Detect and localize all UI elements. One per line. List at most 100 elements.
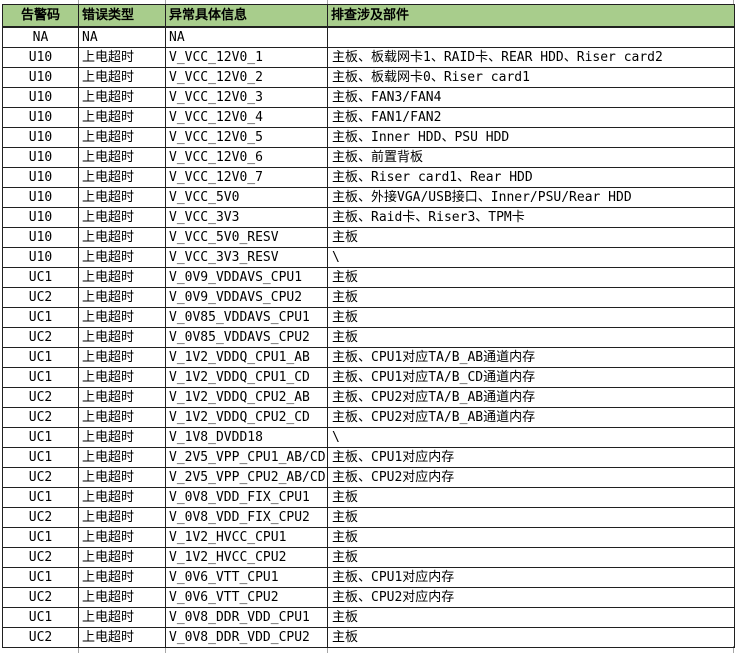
cell <box>327 26 735 48</box>
cell: UC1 <box>2 527 79 548</box>
table-row: U10 上电超时 V_VCC_5V0 主板、外接VGA/USB接口、Inner/PSU… <box>2 187 735 208</box>
cell: V_0V8_DDR_VDD_CPU2 <box>165 627 328 648</box>
cell: V_VCC_3V3_RESV <box>165 247 328 268</box>
cell: V_1V8_DVDD18 <box>165 427 328 448</box>
table-row: UC2 上电超时 V_0V8_VDD_FIX_CPU2 主板 <box>2 507 735 528</box>
cell: UC2 <box>2 327 79 348</box>
cell: 主板、FAN3/FAN4 <box>327 87 735 108</box>
cell: UC1 <box>2 427 79 448</box>
cell: 主板、FAN1/FAN2 <box>327 107 735 128</box>
cell: 主板、CPU1对应内存 <box>327 447 735 468</box>
cell: 主板、前置背板 <box>327 147 735 168</box>
cell: 主板、CPU1对应内存 <box>327 567 735 588</box>
cell: 主板、CPU2对应TA/B_AB通道内存 <box>327 387 735 408</box>
cell: U10 <box>2 127 79 148</box>
cell: 主板、Raid卡、Riser3、TPM卡 <box>327 207 735 228</box>
cell: 上电超时 <box>78 107 166 128</box>
cell: 上电超时 <box>78 167 166 188</box>
cell: UC1 <box>2 367 79 388</box>
cell: V_2V5_VPP_CPU1_AB/CD <box>165 447 328 468</box>
cell: 主板、板载网卡0、Riser card1 <box>327 67 735 88</box>
cell: V_VCC_12V0_7 <box>165 167 328 188</box>
cell: V_0V85_VDDAVS_CPU2 <box>165 327 328 348</box>
table-row: UC2 上电超时 V_1V2_HVCC_CPU2 主板 <box>2 547 735 568</box>
cell: 上电超时 <box>78 187 166 208</box>
column-header-error-type: 错误类型 <box>78 4 166 28</box>
cell: UC1 <box>2 267 79 288</box>
cell: 上电超时 <box>78 127 166 148</box>
table-row: UC2 上电超时 V_0V8_DDR_VDD_CPU2 主板 <box>2 627 735 648</box>
table-row: UC2 上电超时 V_0V85_VDDAVS_CPU2 主板 <box>2 327 735 348</box>
table-header: 告警码 错误类型 异常具体信息 排查涉及部件 <box>2 4 735 28</box>
table-row: UC2 上电超时 V_1V2_VDDQ_CPU2_CD 主板、CPU2对应TA/B_A… <box>2 407 735 428</box>
cell: 上电超时 <box>78 67 166 88</box>
gridline-stub <box>165 646 166 653</box>
cell: UC1 <box>2 347 79 368</box>
cell: 上电超时 <box>78 387 166 408</box>
cell: 上电超时 <box>78 527 166 548</box>
cell: V_0V8_DDR_VDD_CPU1 <box>165 607 328 628</box>
cell: U10 <box>2 207 79 228</box>
table-row: UC1 上电超时 V_2V5_VPP_CPU1_AB/CD 主板、CPU1对应内存 <box>2 447 735 468</box>
cell: UC2 <box>2 407 79 428</box>
cell: 上电超时 <box>78 547 166 568</box>
cell: 上电超时 <box>78 487 166 508</box>
table-row: U10 上电超时 V_VCC_12V0_7 主板、Riser card1、Rear H… <box>2 167 735 188</box>
table-row: UC1 上电超时 V_0V6_VTT_CPU1 主板、CPU1对应内存 <box>2 567 735 588</box>
cell: 上电超时 <box>78 607 166 628</box>
table-row: U10 上电超时 V_VCC_3V3 主板、Raid卡、Riser3、TPM卡 <box>2 207 735 228</box>
cell: 主板 <box>327 267 735 288</box>
cell: 上电超时 <box>78 147 166 168</box>
cell: 上电超时 <box>78 347 166 368</box>
cell: 主板 <box>327 287 735 308</box>
table-row: UC1 上电超时 V_1V8_DVDD18 \ <box>2 427 735 448</box>
table-body: NA NA NA U10 上电超时 V_VCC_12V0_1 主板、板载网卡1、RAID卡、… <box>2 26 735 648</box>
cell: 主板、板载网卡1、RAID卡、REAR HDD、Riser card2 <box>327 47 735 68</box>
gridline-stub <box>78 646 79 653</box>
table-row: UC2 上电超时 V_0V9_VDDAVS_CPU2 主板 <box>2 287 735 308</box>
cell: V_0V9_VDDAVS_CPU1 <box>165 267 328 288</box>
cell: 上电超时 <box>78 587 166 608</box>
cell: 主板、CPU2对应TA/B_AB通道内存 <box>327 407 735 428</box>
cell: 主板、CPU2对应内存 <box>327 587 735 608</box>
cell: UC2 <box>2 587 79 608</box>
gridline-stub <box>327 646 328 653</box>
cell: U10 <box>2 87 79 108</box>
cell: 主板 <box>327 487 735 508</box>
cell: 主板、外接VGA/USB接口、Inner/PSU/Rear HDD <box>327 187 735 208</box>
table-row: U10 上电超时 V_VCC_12V0_3 主板、FAN3/FAN4 <box>2 87 735 108</box>
cell: V_0V8_VDD_FIX_CPU2 <box>165 507 328 528</box>
cell: V_VCC_5V0 <box>165 187 328 208</box>
table-row: U10 上电超时 V_VCC_3V3_RESV \ <box>2 247 735 268</box>
cell: UC2 <box>2 627 79 648</box>
column-header-detail-info: 异常具体信息 <box>165 4 328 28</box>
cell: U10 <box>2 107 79 128</box>
cell: V_VCC_12V0_5 <box>165 127 328 148</box>
cell: UC1 <box>2 307 79 328</box>
alarm-code-table: 告警码 错误类型 异常具体信息 排查涉及部件 NA NA NA U10 上电超时 V_VC… <box>2 4 735 648</box>
cell: V_1V2_HVCC_CPU1 <box>165 527 328 548</box>
cell: V_1V2_VDDQ_CPU1_CD <box>165 367 328 388</box>
table-row: U10 上电超时 V_VCC_12V0_2 主板、板载网卡0、Riser card1 <box>2 67 735 88</box>
cell: V_0V8_VDD_FIX_CPU1 <box>165 487 328 508</box>
cell: 上电超时 <box>78 467 166 488</box>
cell: 上电超时 <box>78 287 166 308</box>
cell: UC2 <box>2 467 79 488</box>
cell: V_VCC_5V0_RESV <box>165 227 328 248</box>
cell: 主板、CPU1对应TA/B_CD通道内存 <box>327 367 735 388</box>
cell: 上电超时 <box>78 507 166 528</box>
table-row: U10 上电超时 V_VCC_12V0_6 主板、前置背板 <box>2 147 735 168</box>
cell: 主板 <box>327 547 735 568</box>
gridline-stub <box>165 0 166 4</box>
cell: V_VCC_12V0_3 <box>165 87 328 108</box>
cell: V_1V2_VDDQ_CPU2_CD <box>165 407 328 428</box>
cell: U10 <box>2 167 79 188</box>
cell: UC1 <box>2 447 79 468</box>
cell: NA <box>2 26 79 48</box>
cell: UC1 <box>2 487 79 508</box>
cell: UC2 <box>2 387 79 408</box>
gridline-stub <box>78 0 79 4</box>
cell: 上电超时 <box>78 567 166 588</box>
cell: 上电超时 <box>78 327 166 348</box>
